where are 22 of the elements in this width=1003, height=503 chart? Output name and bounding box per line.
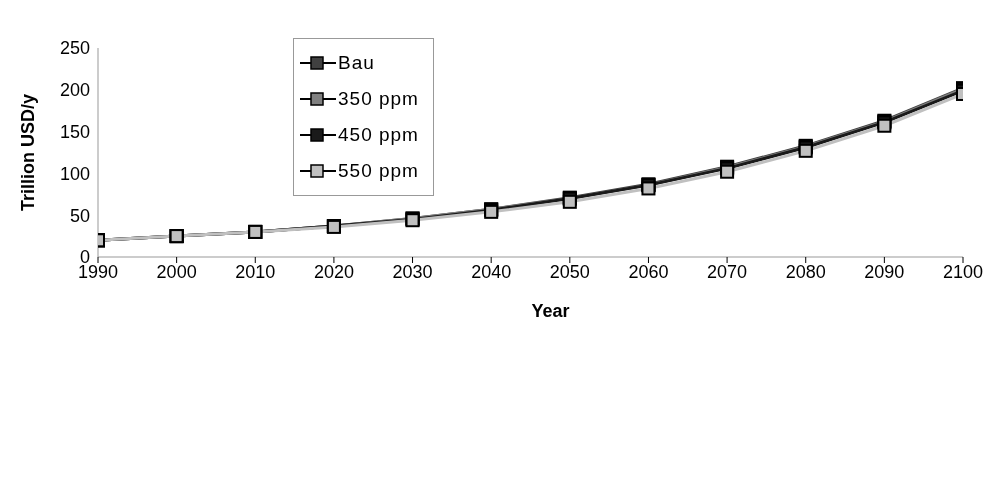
x-tick-label: 2010 [235,261,276,282]
y-tick-label: 150 [59,121,90,142]
x-tick-label: 2020 [313,261,354,282]
x-axis-title: Year [531,301,570,321]
x-tick-label: 2070 [707,261,748,282]
x-tick-label: 2040 [471,261,512,282]
x-tick-label: 2050 [549,261,590,282]
legend-label: 450 ppm [338,123,419,147]
legend-label: 550 ppm [338,159,419,183]
x-tick-label: 2000 [156,261,197,282]
x-tick-label: 2080 [785,261,826,282]
x-tick-label: 2030 [392,261,433,282]
y-tick-label: 200 [59,80,90,101]
legend-label: Bau [338,51,375,75]
legend-label: 350 ppm [338,87,419,111]
y-axis-title: Trillion USD/y [18,93,39,212]
x-tick-label: 2100 [942,261,984,282]
x-tick-label: 2090 [864,261,905,282]
y-tick-label: 50 [69,205,90,226]
x-tick-label: 2060 [628,261,669,282]
y-tick-label: 250 [59,38,90,59]
y-tick-label: 100 [59,163,90,184]
